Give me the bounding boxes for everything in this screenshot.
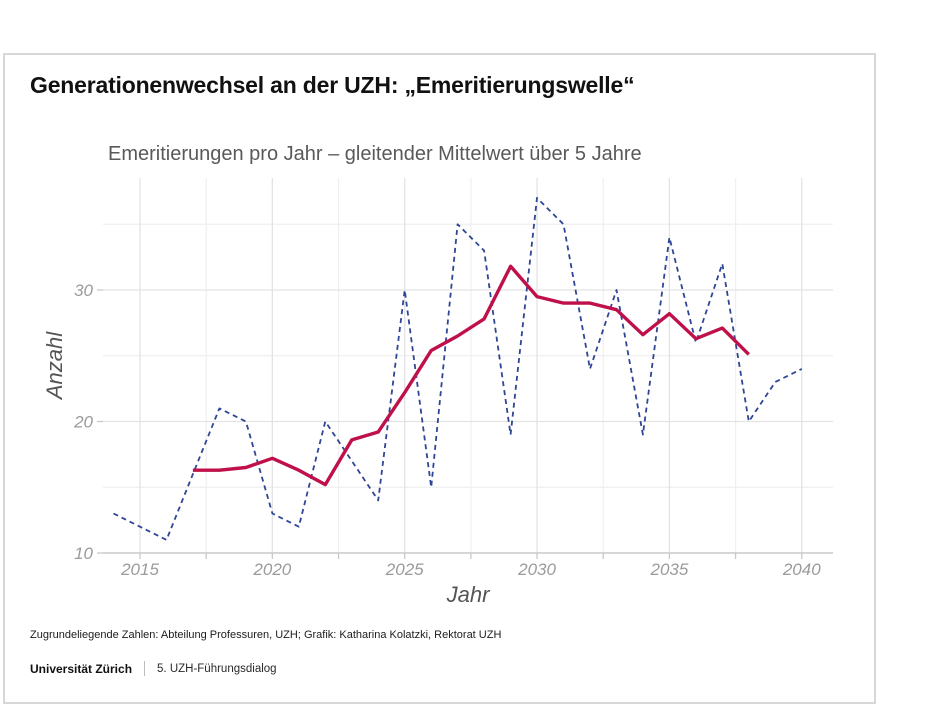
y-tick-label: 10 <box>74 544 93 563</box>
y-tick-label: 30 <box>74 281 93 300</box>
footer-org-label: Universität Zürich <box>30 661 133 676</box>
x-tick-label: 2020 <box>252 560 291 579</box>
slide-footer: Universität Zürich 5. UZH-Führungsdialog <box>30 661 277 676</box>
x-tick-label: 2015 <box>120 560 159 579</box>
chart-title: Emeritierungen pro Jahr – gleitender Mit… <box>108 143 642 165</box>
footer-divider <box>144 661 146 676</box>
slide-frame: Generationenwechsel an der UZH: „Emeriti… <box>3 53 876 704</box>
series-yearly-line <box>113 196 803 541</box>
x-tick-label: 2030 <box>517 560 556 579</box>
x-tick-label: 2025 <box>385 560 424 579</box>
footer-event-label: 5. UZH-Führungsdialog <box>157 662 277 675</box>
page-title: Generationenwechsel an der UZH: „Emeriti… <box>30 72 635 98</box>
series-moving-average-line <box>192 264 750 487</box>
x-axis-title: Jahr <box>446 582 491 607</box>
y-tick-label: 20 <box>73 413 93 432</box>
y-axis-title: Anzahl <box>42 331 67 401</box>
source-note: Zugrundeliegende Zahlen: Abteilung Profe… <box>30 629 502 641</box>
x-tick-label: 2040 <box>782 560 821 579</box>
x-tick-label: 2035 <box>649 560 688 579</box>
